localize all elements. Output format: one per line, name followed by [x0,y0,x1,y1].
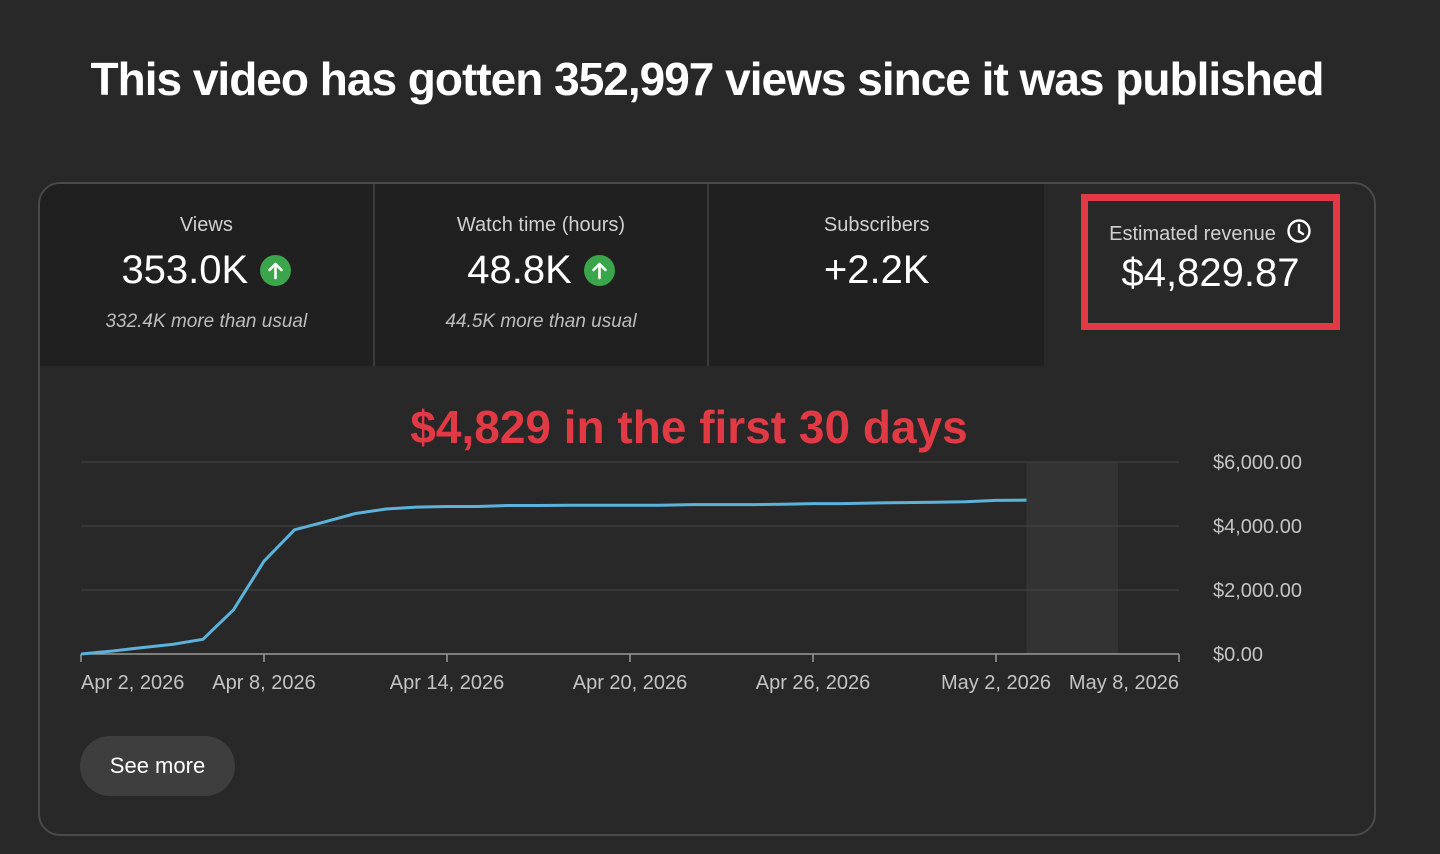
x-tick-label: May 2, 2026 [941,672,1051,694]
x-tick-label: Apr 8, 2026 [212,672,315,694]
metric-value-text: 48.8K [467,248,572,292]
x-tick-label: Apr 20, 2026 [573,672,688,694]
x-tick-label: May 8, 2026 [1069,672,1179,694]
metric-label: Estimated revenue [1088,218,1333,250]
clock-icon [1286,218,1312,250]
metric-value: $4,829.87 [1088,251,1333,296]
shaded-range [1026,462,1118,654]
metric-value-text: +2.2K [823,248,930,292]
metric-label: Subscribers [823,214,930,236]
x-tick-label: Apr 26, 2026 [756,672,871,694]
revenue-label: Estimated revenue [1109,222,1276,245]
metric-label: Views [179,214,233,236]
metric-revenue[interactable]: Estimated revenue $4,829.87 [1081,194,1340,330]
see-more-button[interactable]: See more [80,736,235,796]
metrics-row: Views 353.0K 332.4K more than usual Watc… [40,184,1045,366]
analytics-card: Views 353.0K 332.4K more than usual Watc… [38,182,1376,836]
y-tick-label: $2,000.00 [1213,580,1302,602]
arrow-up-icon [583,255,615,286]
metric-note: 332.4K more than usual [105,311,308,332]
metric-value-text: 353.0K [121,248,249,292]
metric-label: Watch time (hours) [456,214,626,236]
metric-value: 353.0K [40,248,373,293]
metric-note: 44.5K more than usual [445,311,637,332]
overlay-annotation: $4,829 in the first 30 days [410,401,968,453]
y-tick-label: $0.00 [1213,644,1263,666]
revenue-value: $4,829.87 [1121,251,1300,295]
metric-watch-time[interactable]: Watch time (hours) 48.8K 44.5K more than… [374,184,710,366]
revenue-chart: $6,000.00 $4,000.00 $2,000.00 $0.00 Apr 2, 2… [80,452,1302,694]
page-headline: This video has gotten 352,997 views sinc… [90,53,1325,105]
arrow-up-icon [260,255,292,286]
metric-subscribers[interactable]: Subscribers +2.2K [709,184,1045,366]
metric-views[interactable]: Views 353.0K 332.4K more than usual [40,184,375,366]
y-tick-label: $4,000.00 [1213,516,1302,538]
y-tick-label: $6,000.00 [1213,452,1302,474]
metric-value: 48.8K [375,248,708,293]
revenue-series-line [80,498,1027,656]
x-tick-label: Apr 14, 2026 [390,672,505,694]
metric-value: +2.2K [709,248,1044,293]
x-tick-label: Apr 2, 2026 [81,672,184,694]
